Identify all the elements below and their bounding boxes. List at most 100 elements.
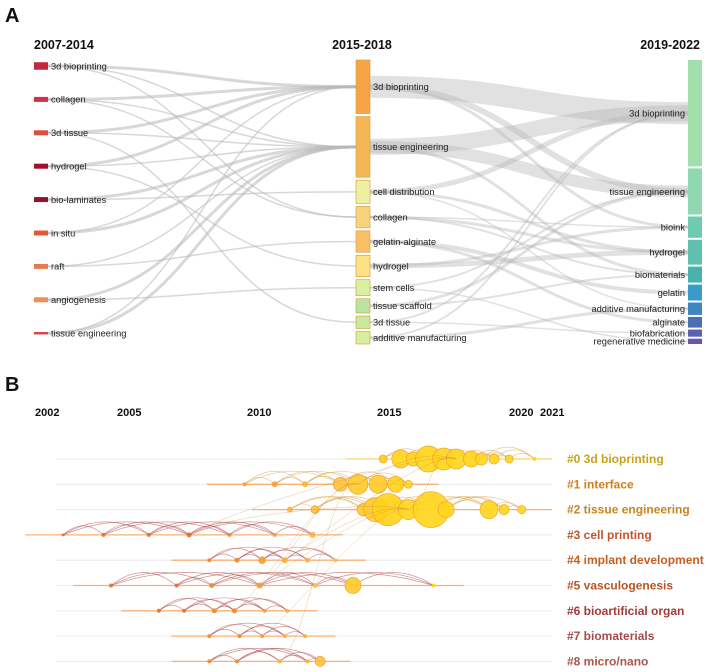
node-2015-3d-bioprinting <box>355 59 371 114</box>
citation-node-4-5 <box>333 558 338 563</box>
arc-0-8-10 <box>493 449 535 460</box>
link-b-6 <box>369 110 689 195</box>
node-2007-in-situ <box>34 230 48 236</box>
citation-node-4-0 <box>207 558 212 563</box>
link-a-17 <box>47 240 357 268</box>
arc-3-0-2 <box>62 521 149 536</box>
node-2015-hydrogel <box>355 254 371 277</box>
citation-node-3-4 <box>227 532 232 537</box>
citation-node-6-5 <box>285 608 290 613</box>
link-a-10 <box>47 146 357 167</box>
cross-arc-8 <box>259 508 409 586</box>
arc-7-0-2 <box>209 623 263 637</box>
link-b-3 <box>369 105 689 155</box>
link-a-21 <box>47 145 357 335</box>
citation-node-8-4 <box>314 656 326 667</box>
arc-5-1-4 <box>176 572 316 586</box>
node-2007-tissue-engineering <box>34 331 48 335</box>
node-2019-label-5: gelatin <box>658 288 685 298</box>
citation-node-5-2 <box>209 583 215 588</box>
stage-header-1: 2015-2018 <box>332 38 392 52</box>
arc-5-0-3 <box>110 572 260 586</box>
node-2019-label-3: hydrogel <box>649 248 685 258</box>
node-2019-tissue-engineering <box>688 168 702 215</box>
sankey-nodes: 3d bioprinting collagen 3d tissue hydrogel b… <box>34 59 702 347</box>
node-2007-label-0: 3d bioprinting <box>51 61 107 71</box>
citation-node-1-7 <box>404 479 413 489</box>
arc-5-2-4 <box>211 572 316 586</box>
arc-3-0-1 <box>62 525 104 536</box>
year-tick-2015: 2015 <box>377 407 401 419</box>
link-b-5 <box>369 145 689 277</box>
citation-node-5-0 <box>109 583 113 588</box>
cluster-label-1-interface: #1 interface <box>567 477 634 491</box>
year-tick-2021: 2021 <box>540 407 564 419</box>
cross-arc-4 <box>262 508 409 637</box>
link-a-11 <box>47 165 357 267</box>
node-2007-label-7: angiogenesis <box>51 295 106 305</box>
citation-node-5-5 <box>344 577 362 594</box>
link-b-2 <box>369 85 689 229</box>
cluster-label-4-implant-development: #4 implant development <box>567 553 704 567</box>
citation-node-4-1 <box>234 557 240 563</box>
node-2007-3d-tissue <box>34 130 48 136</box>
arc-6-4-5 <box>264 605 288 612</box>
citation-node-0-10 <box>532 457 537 461</box>
citation-node-4-2 <box>258 556 267 565</box>
year-tick-2010: 2010 <box>247 407 271 419</box>
citation-node-1-6 <box>387 475 405 493</box>
node-2007-label-1: collagen <box>51 95 86 105</box>
arc-3-2-5 <box>148 521 275 536</box>
citation-node-2-0 <box>286 506 293 513</box>
node-2019-regenerative-medicine <box>688 338 702 344</box>
link-a-12 <box>47 145 357 202</box>
arc-8-2-4 <box>279 651 321 662</box>
cross-arc-5 <box>279 484 359 662</box>
arc-6-2-4 <box>214 599 265 612</box>
link-b-19 <box>369 321 689 334</box>
cross-arc-1 <box>284 507 409 561</box>
link-b-17 <box>369 273 689 307</box>
citation-nodes <box>61 445 537 667</box>
cluster-lines <box>25 458 552 663</box>
link-a-15 <box>47 145 357 235</box>
node-2019-bioink <box>688 216 702 238</box>
node-2019-label-7: alginate <box>652 318 685 328</box>
citation-node-8-0 <box>207 659 212 664</box>
arc-5-2-5 <box>211 572 354 586</box>
node-2019-label-1: tissue engineering <box>610 187 685 197</box>
cross-arc-6 <box>188 457 457 536</box>
node-2019-alginate <box>688 316 702 328</box>
arc-8-0-2 <box>209 648 281 662</box>
arc-3-1-2 <box>103 524 150 536</box>
cross-arc-7 <box>284 458 457 561</box>
citation-node-7-3 <box>282 634 287 639</box>
citation-node-6-2 <box>211 608 217 614</box>
link-b-15 <box>369 286 689 343</box>
node-2015-label-0: 3d bioprinting <box>373 82 429 92</box>
link-b-11 <box>369 240 689 324</box>
citation-node-3-5 <box>272 532 277 537</box>
link-a-7 <box>47 132 357 148</box>
node-2015-label-7: tissue scaffold <box>373 301 432 311</box>
link-b-10 <box>369 239 689 295</box>
cluster-label-3-cell-printing: #3 cell printing <box>567 528 652 542</box>
node-2015-label-8: 3d tissue <box>373 318 410 328</box>
citation-node-2-9 <box>498 504 510 515</box>
node-2019-gelatin <box>688 284 702 301</box>
arc-6-0-3 <box>158 597 235 612</box>
node-2015-gelatin-alginate <box>355 230 371 253</box>
citation-node-3-6 <box>309 531 316 538</box>
arc-5-3-6 <box>259 572 434 586</box>
link-a-4 <box>47 98 357 148</box>
link-a-9 <box>47 85 357 168</box>
cluster-label-5-vasculogenesis: #5 vasculogenesis <box>567 579 673 593</box>
arc-5-3-5 <box>259 572 354 586</box>
arc-2-7-10 <box>445 496 522 510</box>
cross-arc-0 <box>188 506 409 536</box>
node-2007-raft <box>34 263 48 269</box>
node-2019-biomaterials <box>688 266 702 283</box>
cluster-label-8-micro-nano: #8 micro/nano <box>567 654 648 668</box>
citation-node-4-3 <box>281 557 288 564</box>
node-2007-label-2: 3d tissue <box>51 128 88 138</box>
